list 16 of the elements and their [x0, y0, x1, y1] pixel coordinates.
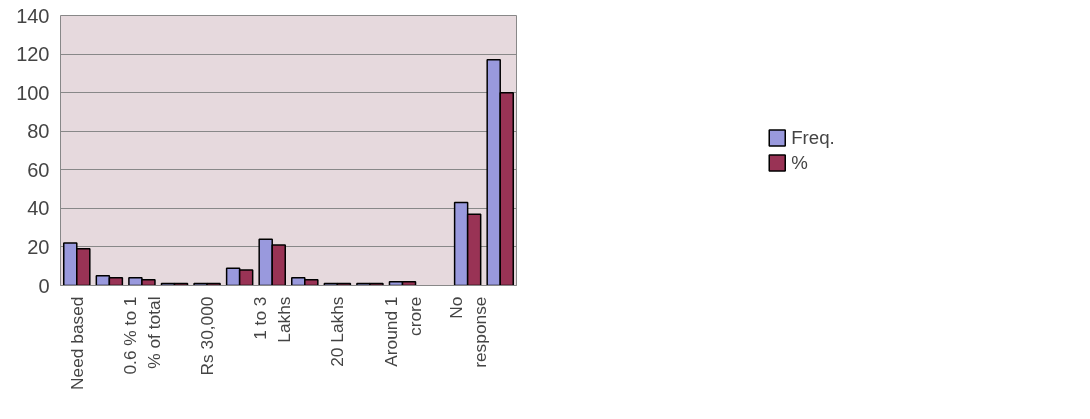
y-tick-label: 120	[16, 43, 50, 66]
legend-label: %	[791, 151, 809, 174]
x-tick-label: Rs 30,000	[197, 296, 218, 376]
y-tick-label: 80	[27, 120, 50, 143]
y-tick-label: 40	[27, 197, 50, 220]
y-tick-label: 0	[38, 274, 50, 297]
x-tick-label: Need based	[66, 296, 87, 390]
y-tick-label: 20	[27, 235, 50, 258]
y-tick-label: 100	[16, 81, 50, 104]
legend-label: Freq.	[791, 126, 835, 149]
x-tick-label: Around 1 crore	[380, 296, 425, 367]
x-tick-label: 20 Lakhs	[327, 296, 348, 367]
y-tick-label: 140	[16, 4, 50, 27]
x-tick-label: 1 to 3 Lakhs	[250, 296, 295, 343]
y-tick-label: 60	[27, 158, 50, 181]
x-tick-label: 0.6 % to 1 % of total	[119, 296, 164, 375]
